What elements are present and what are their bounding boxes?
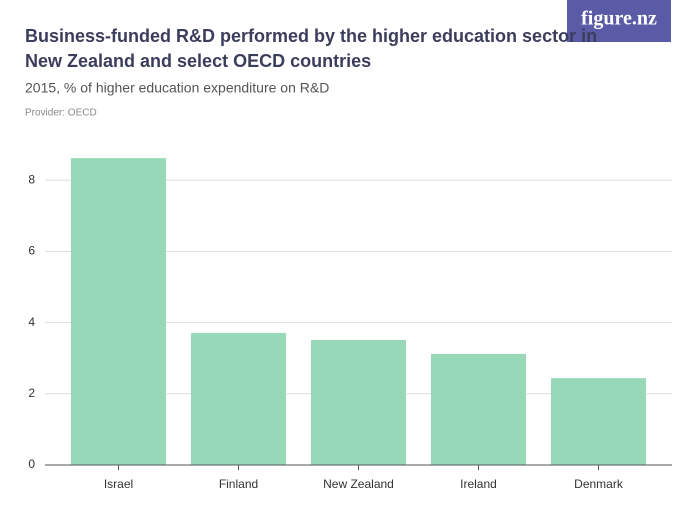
x-tick-label: Finland [219, 477, 258, 491]
bar [191, 332, 286, 465]
title-line: Business-funded R&D performed by the hig… [25, 26, 597, 46]
bar [551, 378, 646, 465]
bar [431, 353, 526, 465]
y-tick-label: 2 [28, 386, 35, 400]
y-tick-label: 8 [28, 172, 35, 186]
bar [71, 158, 166, 466]
subtitle: 2015, % of higher education expenditure … [25, 80, 329, 96]
x-tick-label: Israel [104, 477, 133, 491]
y-tick-label: 6 [28, 244, 35, 258]
x-tick-label: Ireland [460, 477, 497, 491]
y-tick-label: 0 [28, 457, 35, 471]
title-line: New Zealand and select OECD countries [25, 51, 371, 71]
logo-box [567, 0, 671, 42]
provider: Provider: OECD [25, 108, 97, 119]
chart-title: Business-funded R&D performed by the hig… [25, 26, 597, 71]
y-tick-label: 4 [28, 315, 35, 329]
bar [311, 340, 406, 465]
x-tick-label: Denmark [574, 477, 624, 491]
x-tick-label: New Zealand [323, 477, 394, 491]
logo: figure.nz [581, 8, 657, 30]
